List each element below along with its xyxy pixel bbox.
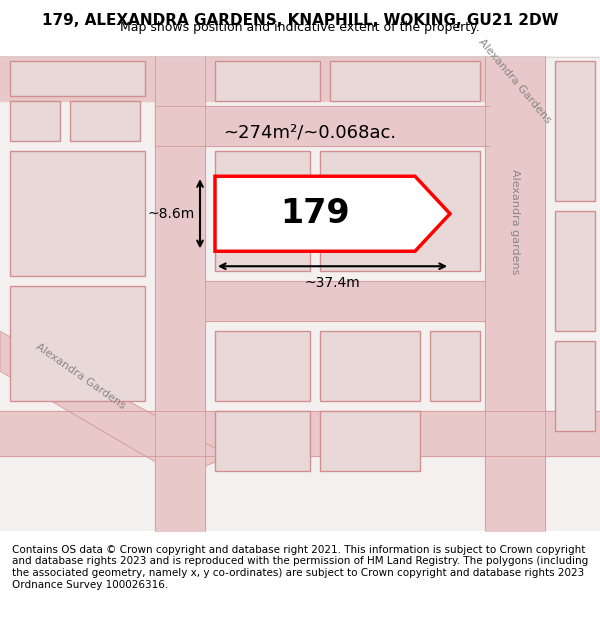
Polygon shape <box>10 151 145 276</box>
Text: 179: 179 <box>280 198 350 230</box>
Polygon shape <box>0 331 230 476</box>
Text: Alexandra Gardens: Alexandra Gardens <box>477 37 553 126</box>
Text: Contains OS data © Crown copyright and database right 2021. This information is : Contains OS data © Crown copyright and d… <box>12 545 588 589</box>
Text: ~8.6m: ~8.6m <box>148 207 195 221</box>
Text: 179, ALEXANDRA GARDENS, KNAPHILL, WOKING, GU21 2DW: 179, ALEXANDRA GARDENS, KNAPHILL, WOKING… <box>42 13 558 28</box>
Polygon shape <box>330 61 480 101</box>
Polygon shape <box>215 151 310 271</box>
Polygon shape <box>430 331 480 401</box>
Text: ~37.4m: ~37.4m <box>305 276 361 290</box>
Polygon shape <box>555 211 595 331</box>
Polygon shape <box>215 61 320 101</box>
Polygon shape <box>10 61 145 96</box>
Polygon shape <box>10 101 60 141</box>
Polygon shape <box>555 61 595 201</box>
Polygon shape <box>320 151 480 271</box>
Polygon shape <box>215 411 310 471</box>
Text: Map shows position and indicative extent of the property.: Map shows position and indicative extent… <box>120 21 480 34</box>
Polygon shape <box>70 101 140 141</box>
Polygon shape <box>555 341 595 431</box>
Polygon shape <box>320 411 420 471</box>
Polygon shape <box>320 331 420 401</box>
Text: Alexandra gardens: Alexandra gardens <box>510 169 520 274</box>
Polygon shape <box>215 331 310 401</box>
Polygon shape <box>215 176 450 251</box>
Polygon shape <box>10 286 145 401</box>
Text: Alexandra Gardens: Alexandra Gardens <box>34 341 127 411</box>
Text: ~274m²/~0.068ac.: ~274m²/~0.068ac. <box>223 123 397 141</box>
